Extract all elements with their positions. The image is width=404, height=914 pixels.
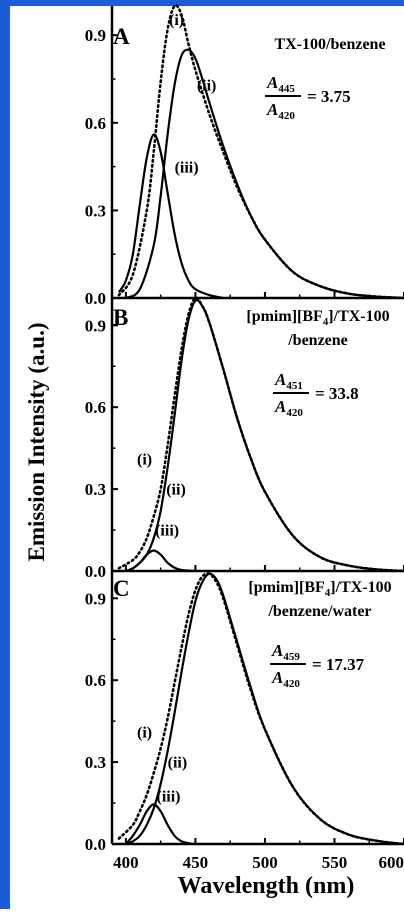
y-tick-label: 0.9 xyxy=(85,589,106,608)
y-tick-label: 0.3 xyxy=(85,753,106,772)
curve-label: (i) xyxy=(137,725,152,742)
y-axis-label: Emission Intensity (a.u.) xyxy=(24,323,49,562)
panel-title-line2: /benzene/water xyxy=(267,603,371,620)
curve-label: (iii) xyxy=(175,159,199,176)
curve-label: (ii) xyxy=(197,78,217,95)
panel-b: 0.0 0.3 0.6 0.9 (i) (ii) (iii) B [pmim][BF4]/TX-… xyxy=(85,298,404,581)
frame-top-border xyxy=(0,0,404,6)
frame-left-border xyxy=(0,0,10,909)
ratio-denominator: A420 xyxy=(266,100,295,122)
series-line-ii xyxy=(126,50,404,298)
y-tick-label: 0.6 xyxy=(85,398,106,417)
x-tick-label: 600 xyxy=(379,853,404,872)
y-tick-label: 0.0 xyxy=(85,835,106,854)
panels: 0.0 0.3 0.6 0.9 (i) (ii) (iii) A TX-100/benzene A… xyxy=(85,5,404,872)
y-tick-label: 0.9 xyxy=(85,26,106,45)
y-tick-label: 0.3 xyxy=(85,201,106,220)
ratio-value: = 17.37 xyxy=(312,655,365,674)
curve-label: (ii) xyxy=(168,755,188,772)
x-tick-label: 500 xyxy=(252,853,278,872)
ratio-numerator: A445 xyxy=(266,73,295,95)
ratio-value: = 3.75 xyxy=(307,87,351,106)
panel-title: [pmim][BF4]/TX-100 xyxy=(248,579,391,599)
y-tick-label: 0.9 xyxy=(85,316,106,335)
curve-label: (i) xyxy=(137,452,152,469)
curve-label: (iii) xyxy=(155,523,179,540)
panel-title: [pmim][BF4]/TX-100 xyxy=(246,308,389,328)
x-axis-label: Wavelength (nm) xyxy=(178,873,355,899)
panel-a: 0.0 0.3 0.6 0.9 (i) (ii) (iii) A TX-100/benzene A… xyxy=(85,5,404,308)
panel-letter: C xyxy=(113,576,130,601)
curve-label: (ii) xyxy=(166,482,186,499)
ratio-denominator: A420 xyxy=(271,668,300,690)
y-tick-label: 0.0 xyxy=(85,289,106,308)
panel-letter: B xyxy=(113,305,128,330)
ratio-numerator: A451 xyxy=(274,370,303,392)
panel-title-line2: /benzene xyxy=(287,332,348,349)
y-tick-label: 0.3 xyxy=(85,480,106,499)
y-tick-label: 0.6 xyxy=(85,114,106,133)
curve-label: (i) xyxy=(169,12,184,29)
ratio-numerator: A459 xyxy=(271,641,300,663)
x-tick-label: 400 xyxy=(113,853,139,872)
y-tick-label: 0.0 xyxy=(85,562,106,581)
panel-c: 0.0 0.3 0.6 0.9 (i) (ii) (iii) C [pmim][BF4]/TX-… xyxy=(85,571,404,854)
x-tick-label: 450 xyxy=(183,853,209,872)
panel-letter: A xyxy=(113,24,130,49)
x-tick-label: 550 xyxy=(322,853,348,872)
y-tick-label: 0.6 xyxy=(85,671,106,690)
ratio-value: = 33.8 xyxy=(315,384,359,403)
ratio-denominator: A420 xyxy=(274,397,303,419)
panel-title: TX-100/benzene xyxy=(274,36,385,53)
curve-label: (iii) xyxy=(156,789,180,806)
series-line-iii xyxy=(119,134,223,298)
